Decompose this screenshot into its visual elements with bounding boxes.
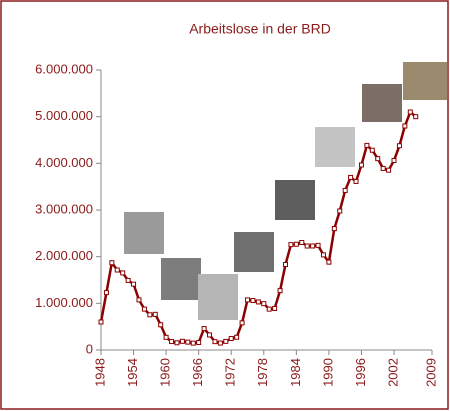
photo xyxy=(234,232,274,272)
x-tick-label: 2002 xyxy=(385,358,400,387)
photo xyxy=(124,212,164,254)
marker xyxy=(125,277,131,283)
marker xyxy=(348,174,354,180)
marker xyxy=(196,339,202,345)
marker xyxy=(413,114,419,120)
marker xyxy=(299,239,305,245)
marker xyxy=(185,339,191,345)
marker xyxy=(179,338,185,344)
chart-title: Arbeitslose in der BRD xyxy=(189,21,331,37)
photo xyxy=(315,127,355,167)
x-tick-label: 1954 xyxy=(125,358,140,387)
marker xyxy=(266,306,272,312)
x-tick-label: 1996 xyxy=(353,358,368,387)
marker xyxy=(293,241,299,247)
y-tick-label: 4.000.000 xyxy=(35,155,93,170)
marker xyxy=(228,336,234,342)
y-tick-label: 3.000.000 xyxy=(35,201,93,216)
marker xyxy=(109,260,115,266)
marker xyxy=(136,297,142,303)
marker xyxy=(207,332,213,338)
photo xyxy=(198,274,238,320)
marker xyxy=(391,157,397,163)
marker xyxy=(250,298,256,304)
marker xyxy=(396,143,402,149)
marker xyxy=(320,252,326,258)
y-tick-label: 2.000.000 xyxy=(35,248,93,263)
marker xyxy=(169,339,175,345)
marker xyxy=(234,334,240,340)
marker xyxy=(358,162,364,168)
marker xyxy=(353,178,359,184)
x-tick-label: 1984 xyxy=(288,358,303,387)
marker xyxy=(386,167,392,173)
marker xyxy=(369,147,375,153)
marker xyxy=(141,306,147,312)
y-tick-label: 0 xyxy=(86,341,93,356)
photo xyxy=(362,84,402,122)
marker xyxy=(315,242,321,248)
marker xyxy=(402,123,408,129)
marker xyxy=(272,306,278,312)
marker xyxy=(223,338,229,344)
marker xyxy=(120,270,126,276)
x-tick-label: 1978 xyxy=(255,358,270,387)
marker xyxy=(98,319,104,325)
marker xyxy=(342,187,348,193)
marker xyxy=(282,261,288,267)
marker xyxy=(163,334,169,340)
marker xyxy=(364,142,370,148)
marker xyxy=(310,243,316,249)
marker xyxy=(245,297,251,303)
marker xyxy=(103,290,109,296)
marker xyxy=(331,226,337,232)
marker xyxy=(174,340,180,346)
marker xyxy=(407,109,413,115)
x-tick-label: 2009 xyxy=(423,358,438,387)
y-tick-label: 5.000.000 xyxy=(35,108,93,123)
marker xyxy=(304,243,310,249)
x-tick-label: 1948 xyxy=(92,358,107,387)
marker xyxy=(114,267,120,273)
marker xyxy=(326,259,332,265)
x-tick-label: 1960 xyxy=(158,358,173,387)
y-tick-label: 1.000.000 xyxy=(35,295,93,310)
photo xyxy=(275,180,315,220)
marker xyxy=(212,339,218,345)
marker xyxy=(337,208,343,214)
marker xyxy=(131,281,137,287)
photos xyxy=(124,62,447,320)
marker xyxy=(147,312,153,318)
y-tick-label: 6.000.000 xyxy=(35,61,93,76)
photo xyxy=(161,258,201,300)
photo xyxy=(403,62,447,100)
x-tick-label: 1972 xyxy=(223,358,238,387)
marker xyxy=(261,301,267,307)
marker xyxy=(255,299,261,305)
marker xyxy=(380,165,386,171)
marker xyxy=(217,340,223,346)
marker xyxy=(288,242,294,248)
marker xyxy=(152,311,158,317)
x-tick-label: 1966 xyxy=(190,358,205,387)
marker xyxy=(277,288,283,294)
marker xyxy=(375,156,381,162)
x-tick-label: 1990 xyxy=(320,358,335,387)
marker xyxy=(201,326,207,332)
marker xyxy=(190,340,196,346)
marker xyxy=(239,320,245,326)
marker xyxy=(158,322,164,328)
